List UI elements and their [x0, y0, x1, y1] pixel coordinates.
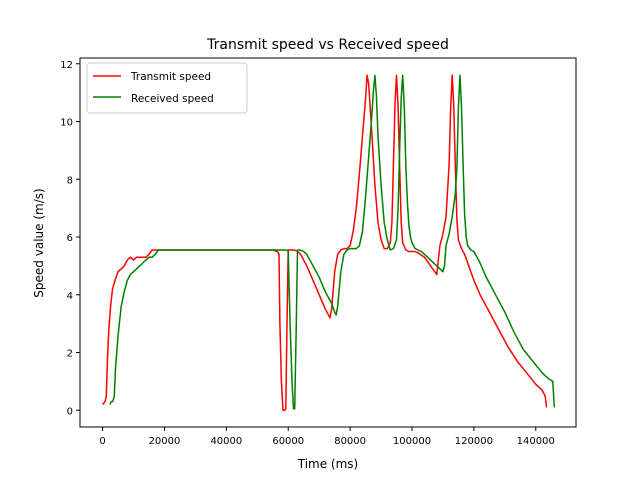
y-tick-label: 0: [67, 406, 73, 417]
series-line-transmit: [102, 74, 548, 412]
series-line-received: [109, 74, 556, 410]
plot-series-group: [102, 74, 556, 412]
plot-frame: [79, 57, 577, 428]
legend-label-transmit: Transmit speed: [130, 71, 211, 83]
chart-title: Transmit speed vs Received speed: [206, 37, 449, 53]
y-tick-label: 6: [67, 233, 73, 244]
x-tick-label: 120000: [455, 436, 493, 447]
x-tick-label: 20000: [149, 436, 181, 447]
x-tick-label: 0: [99, 436, 105, 447]
x-tick-label: 140000: [517, 436, 555, 447]
y-tick-label: 8: [67, 175, 73, 186]
legend-label-received: Received speed: [131, 93, 214, 105]
x-tick-label: 60000: [272, 436, 304, 447]
y-tick-label: 4: [67, 291, 73, 302]
x-tick-label: 40000: [210, 436, 242, 447]
legend-box: [86, 62, 248, 114]
legend: Transmit speed Received speed: [86, 62, 248, 114]
y-axis-label: Speed value (m/s): [32, 188, 46, 297]
x-tick-label: 100000: [393, 436, 431, 447]
y-tick-label: 2: [67, 349, 73, 360]
y-tick-label: 10: [60, 118, 73, 129]
y-tick-label: 12: [60, 60, 73, 71]
y-axis: 0 2 4 6 8 10 12: [60, 60, 80, 417]
x-axis-label: Time (ms): [297, 457, 359, 471]
x-axis: 0 20000 40000 60000 80000 100000 120000 140000: [99, 427, 555, 447]
x-tick-label: 80000: [334, 436, 366, 447]
